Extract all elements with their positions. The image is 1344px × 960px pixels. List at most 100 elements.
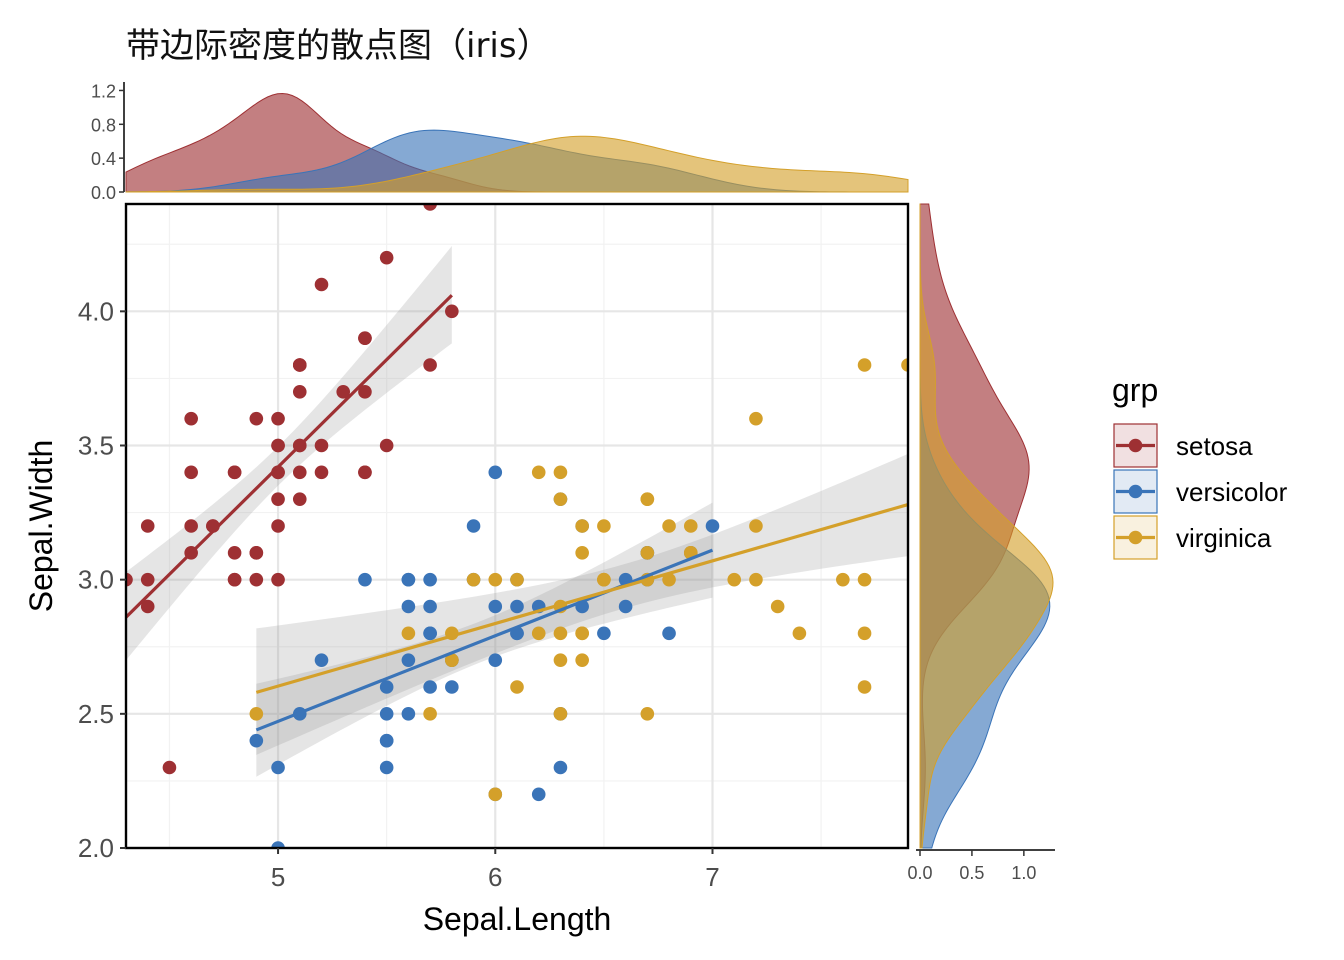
point-setosa bbox=[126, 572, 133, 587]
point-versicolor bbox=[358, 572, 372, 587]
point-versicolor bbox=[423, 626, 437, 641]
point-virginica bbox=[575, 626, 589, 641]
top-density-tick-label: 0.4 bbox=[91, 149, 116, 169]
panel-border bbox=[124, 202, 910, 850]
legend-point-versicolor bbox=[1128, 484, 1143, 499]
point-setosa bbox=[358, 385, 372, 399]
y-tick-label: 4.0 bbox=[78, 296, 114, 326]
point-setosa bbox=[292, 465, 307, 480]
point-versicolor bbox=[401, 572, 416, 587]
point-virginica bbox=[531, 465, 546, 480]
fit-line-setosa bbox=[126, 294, 453, 619]
legend-label-setosa: setosa bbox=[1176, 431, 1253, 461]
point-setosa bbox=[140, 572, 155, 587]
point-virginica bbox=[249, 707, 264, 721]
top-density-tick-label: 0.8 bbox=[91, 115, 116, 135]
point-versicolor bbox=[553, 760, 568, 775]
point-setosa bbox=[249, 572, 264, 587]
point-versicolor bbox=[705, 519, 720, 533]
confidence-band-setosa bbox=[126, 246, 452, 661]
point-setosa bbox=[336, 385, 351, 399]
point-virginica bbox=[553, 626, 568, 641]
point-virginica bbox=[640, 546, 655, 560]
chart-title: 带边际密度的散点图（iris） bbox=[126, 26, 551, 66]
point-setosa bbox=[292, 358, 307, 372]
point-versicolor bbox=[466, 519, 481, 533]
point-virginica bbox=[488, 787, 503, 802]
point-versicolor bbox=[423, 680, 437, 694]
point-virginica bbox=[836, 572, 850, 587]
point-versicolor bbox=[271, 841, 285, 848]
x-tick-label: 7 bbox=[705, 862, 719, 892]
legend-label-versicolor: versicolor bbox=[1176, 477, 1288, 507]
point-versicolor bbox=[488, 653, 503, 667]
point-virginica bbox=[770, 599, 785, 614]
point-setosa bbox=[271, 411, 285, 426]
x-tick-label: 6 bbox=[488, 862, 502, 892]
point-virginica bbox=[857, 358, 872, 372]
point-virginica bbox=[749, 519, 763, 533]
point-virginica bbox=[488, 572, 503, 587]
point-setosa bbox=[314, 277, 329, 292]
point-setosa bbox=[140, 519, 155, 533]
top-density-panel: 0.0 0.4 0.8 1.2 bbox=[91, 81, 909, 203]
right-density-tick-label: 0.0 bbox=[907, 863, 932, 883]
point-versicolor bbox=[271, 760, 285, 775]
y-tick-label: 3.0 bbox=[78, 565, 114, 595]
point-setosa bbox=[184, 465, 198, 480]
point-versicolor bbox=[423, 599, 437, 614]
point-setosa bbox=[249, 411, 264, 426]
point-setosa bbox=[271, 572, 285, 587]
point-virginica bbox=[575, 519, 589, 533]
point-virginica bbox=[857, 572, 872, 587]
point-virginica bbox=[792, 626, 807, 641]
point-virginica bbox=[423, 707, 437, 721]
point-virginica bbox=[857, 626, 872, 641]
point-versicolor bbox=[488, 465, 503, 480]
point-virginica bbox=[553, 492, 568, 506]
point-versicolor bbox=[445, 680, 459, 694]
point-setosa bbox=[271, 519, 285, 533]
point-virginica bbox=[510, 680, 524, 694]
point-versicolor bbox=[401, 653, 416, 667]
right-density-tick-label: 1.0 bbox=[1011, 863, 1036, 883]
point-setosa bbox=[249, 546, 264, 560]
legend-point-virginica bbox=[1128, 530, 1143, 545]
point-setosa bbox=[162, 760, 177, 775]
plot-content bbox=[126, 204, 908, 848]
point-virginica bbox=[727, 572, 742, 587]
point-virginica bbox=[445, 653, 459, 667]
point-setosa bbox=[445, 304, 459, 319]
point-versicolor bbox=[401, 599, 416, 614]
point-virginica bbox=[749, 411, 763, 426]
point-virginica bbox=[466, 572, 481, 587]
legend: grp setosa versicolor virginica bbox=[1112, 372, 1288, 560]
point-versicolor bbox=[314, 653, 329, 667]
point-virginica bbox=[575, 653, 589, 667]
point-virginica bbox=[401, 626, 416, 641]
point-virginica bbox=[575, 546, 589, 560]
point-setosa bbox=[184, 519, 198, 533]
point-setosa bbox=[379, 250, 394, 265]
point-setosa bbox=[358, 331, 372, 345]
fit-line-virginica bbox=[255, 502, 908, 694]
point-setosa bbox=[292, 385, 307, 399]
point-versicolor bbox=[488, 599, 503, 614]
main-plot-panel: 5 6 7 2.0 2.5 3.0 3.5 4.0 Sepal.Length Sepal.Widt… bbox=[23, 202, 910, 937]
y-tick-label: 3.5 bbox=[78, 431, 114, 461]
right-density-panel: 0.0 0.5 1.0 bbox=[907, 203, 1055, 883]
point-versicolor bbox=[597, 626, 611, 641]
point-setosa bbox=[423, 204, 437, 211]
point-virginica bbox=[683, 519, 698, 533]
point-setosa bbox=[271, 492, 285, 506]
points-setosa bbox=[126, 204, 459, 775]
right-density-tick-label: 0.5 bbox=[959, 863, 984, 883]
point-setosa bbox=[358, 465, 372, 480]
point-setosa bbox=[314, 465, 329, 480]
point-versicolor bbox=[510, 599, 524, 614]
point-setosa bbox=[423, 358, 437, 372]
top-density-virginica bbox=[125, 135, 909, 193]
point-virginica bbox=[640, 707, 655, 721]
y-axis-title: Sepal.Width bbox=[23, 440, 59, 613]
